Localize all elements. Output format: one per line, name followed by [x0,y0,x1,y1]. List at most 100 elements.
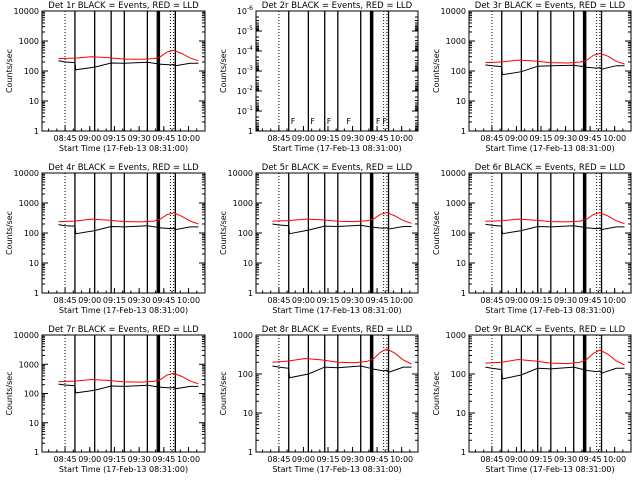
y-tick-label: 100 [451,67,466,76]
x-tick-label: 09:00 [505,455,528,464]
flag-label: F [382,117,387,126]
x-axis-label: Start Time (17-Feb-13 08:31:00) [272,465,401,474]
y-tick-label: 10-5 [237,25,253,36]
x-tick-label: 09:15 [316,296,339,305]
y-tick-label: 10 [456,97,466,106]
panel-title: Det 2r BLACK = Events, RED = LLD [262,1,413,11]
flag-label: F [376,117,381,126]
x-tick-label: 09:15 [529,296,552,305]
flag-label: F [346,117,351,126]
x-tick-label: 09:15 [529,455,552,464]
y-tick-label: 10000 [14,7,39,16]
x-tick-label: 09:00 [78,134,101,143]
y-axis-label: Counts/sec [432,49,441,93]
y-tick-label: 1000 [233,199,253,208]
y-tick-label: 1 [248,289,253,298]
x-tick-label: 09:30 [128,134,151,143]
series-line-events [58,224,199,235]
plot-frame [255,172,419,294]
y-tick-label: 10000 [441,169,466,178]
y-tick-label: 100 [24,67,39,76]
series-line-lld [485,52,625,65]
panel-title: Det 7r BLACK = Events, RED = LLD [48,325,199,335]
x-tick-label: 08:45 [480,296,503,305]
y-axis-label: Counts/sec [219,371,228,415]
x-axis-label: Start Time (17-Feb-13 08:31:00) [59,144,188,153]
panel-det-5r: Det 5r BLACK = Events, RED = LLD 1 10 100 10… [219,163,419,315]
x-tick-label: 08:45 [54,296,77,305]
series-line-lld [58,372,199,385]
series-line-events [485,223,625,235]
y-axis-label: Counts/sec [432,371,441,415]
y-tick-label: 100 [238,370,253,379]
y-axis-label: Counts/sec [5,211,14,255]
plot-frame [41,334,206,453]
x-tick-label: 09:45 [366,455,389,464]
x-tick-label: 08:45 [54,134,77,143]
panel-title: Det 5r BLACK = Events, RED = LLD [262,163,413,173]
x-tick-label: 08:45 [480,134,503,143]
y-tick-label: 1000 [446,331,466,340]
series-line-lld [485,349,625,366]
flag-label: F [291,117,296,126]
x-tick-label: 09:45 [152,455,175,464]
panel-det-7r: Det 7r BLACK = Events, RED = LLD 1 10 100 10… [5,325,206,474]
x-tick-label: 08:45 [480,455,503,464]
x-tick-label: 09:00 [292,455,315,464]
y-axis-label: Counts/sec [5,371,14,415]
x-tick-label: 08:45 [267,134,290,143]
x-axis-label: Start Time (17-Feb-13 08:31:00) [59,306,188,315]
series-line-events [485,64,625,76]
x-tick-label: 10:00 [390,296,413,305]
x-tick-label: 09:30 [554,134,577,143]
y-tick-label: 10000 [14,331,39,340]
series-line-lld [58,49,199,62]
x-tick-label: 10:00 [177,134,200,143]
y-tick-label: 1000 [19,37,39,46]
x-tick-label: 09:30 [554,455,577,464]
x-tick-label: 09:30 [128,455,151,464]
series-line-events [272,365,412,379]
x-tick-label: 09:45 [579,296,602,305]
y-tick-label: 1 [461,448,466,457]
y-tick-label: 1 [248,448,253,457]
y-axis-label: Counts/sec [432,211,441,255]
y-tick-label: 10 [243,259,253,268]
x-tick-label: 09:30 [341,134,364,143]
y-tick-label: 10 [29,419,39,428]
x-tick-label: 09:45 [366,296,389,305]
x-tick-label: 09:15 [103,134,126,143]
x-axis-label: Start Time (17-Feb-13 08:31:00) [485,465,614,474]
x-tick-label: 09:45 [579,455,602,464]
y-axis-label: Counts/sec [5,49,14,93]
x-tick-label: 10:00 [603,134,626,143]
x-tick-label: 10:00 [390,455,413,464]
y-tick-label: 1000 [19,199,39,208]
series-line-events [485,366,625,380]
plot-frame [41,172,206,294]
plot-frame [41,10,206,132]
x-tick-label: 09:30 [341,296,364,305]
x-tick-label: 10:00 [603,455,626,464]
y-tick-label: 10-3 [237,65,253,76]
flag-label: F [310,117,315,126]
y-tick-label: 10000 [441,7,466,16]
y-tick-label: 10 [29,97,39,106]
y-tick-label: 100 [24,390,39,399]
y-tick-label: 100 [451,370,466,379]
x-tick-label: 09:30 [341,455,364,464]
panel-det-4r: Det 4r BLACK = Events, RED = LLD 1 10 100 10… [5,163,206,315]
x-tick-label: 09:00 [292,296,315,305]
x-tick-label: 09:30 [554,296,577,305]
x-axis-label: Start Time (17-Feb-13 08:31:00) [485,306,614,315]
y-tick-label: 1 [34,448,39,457]
x-tick-label: 09:00 [505,296,528,305]
panel-det-3r: Det 3r BLACK = Events, RED = LLD 1 10 100 10… [432,1,632,153]
x-axis-label: Start Time (17-Feb-13 08:31:00) [272,144,401,153]
y-tick-label: 10-6 [237,5,253,16]
series-line-lld [272,212,412,224]
y-tick-label: 100 [238,229,253,238]
y-tick-label: 1 [34,127,39,136]
x-tick-label: 09:45 [152,296,175,305]
